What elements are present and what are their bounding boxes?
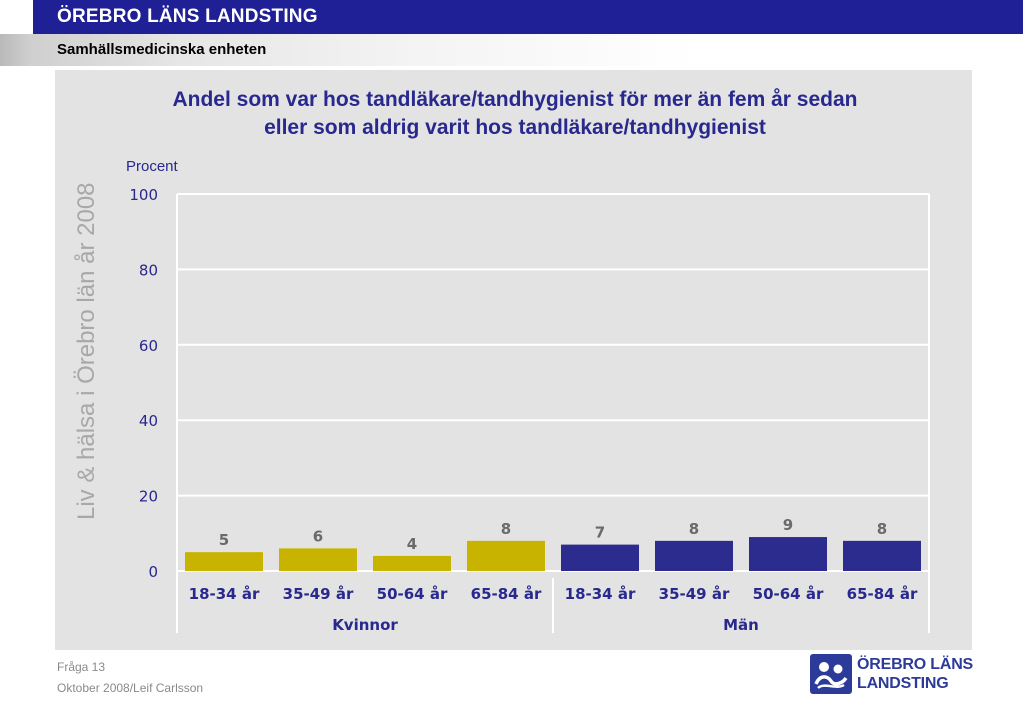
x-category-label: 65-84 år	[471, 585, 542, 603]
top-bar	[0, 0, 1023, 34]
bar	[184, 552, 264, 571]
chart-title-line-1: Andel som var hos tandläkare/tandhygieni…	[172, 88, 858, 111]
bar-value-label: 5	[219, 531, 229, 549]
bar-value-label: 8	[877, 520, 887, 538]
y-tick-label: 0	[148, 563, 158, 581]
author-date: Oktober 2008/Leif Carlsson	[57, 681, 204, 695]
plot-area	[177, 194, 929, 571]
y-tick-label: 40	[139, 412, 158, 430]
y-tick-label: 60	[139, 337, 158, 355]
group-label: Män	[723, 616, 759, 634]
x-category-label: 50-64 år	[377, 585, 448, 603]
bar	[466, 540, 546, 571]
bar-value-label: 7	[595, 524, 605, 542]
y-axis-label: Procent	[126, 158, 178, 175]
x-category-label: 18-34 år	[565, 585, 636, 603]
group-label: Kvinnor	[332, 616, 398, 634]
county-council-logo-icon	[810, 654, 852, 694]
bar-value-label: 6	[313, 527, 323, 545]
unit-title: Samhällsmedicinska enheten	[57, 41, 267, 58]
bar-value-label: 8	[501, 520, 511, 538]
x-category-label: 35-49 år	[659, 585, 730, 603]
x-category-label: 18-34 år	[189, 585, 260, 603]
bar-value-label: 8	[689, 520, 699, 538]
x-category-label: 65-84 år	[847, 585, 918, 603]
bar	[278, 548, 358, 571]
logo-text-line-1: ÖREBRO LÄNS	[857, 656, 974, 673]
bar	[842, 540, 922, 571]
y-tick-label: 100	[129, 186, 158, 204]
x-category-label: 50-64 år	[753, 585, 824, 603]
top-bar-accent	[33, 0, 1023, 34]
organization-title: ÖREBRO LÄNS LANDSTING	[57, 6, 318, 27]
x-category-label: 35-49 år	[283, 585, 354, 603]
y-tick-label: 80	[139, 261, 158, 279]
sub-bar	[0, 34, 1023, 66]
bar-value-label: 4	[407, 535, 417, 553]
logo-text-line-2: LANDSTING	[857, 675, 949, 692]
bar	[560, 544, 640, 571]
bar-value-label: 9	[783, 516, 793, 534]
bar	[654, 540, 734, 571]
y-tick-label: 20	[139, 488, 158, 506]
bar	[372, 555, 452, 571]
chart-title-line-2: eller som aldrig varit hos tandläkare/ta…	[264, 116, 766, 139]
bar	[748, 537, 828, 571]
question-label: Fråga 13	[57, 660, 106, 674]
